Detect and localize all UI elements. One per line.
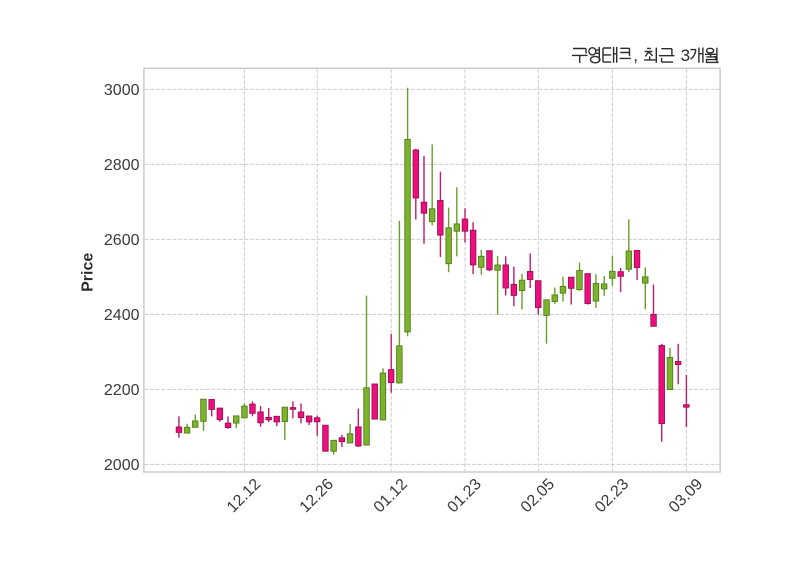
svg-text:Price: Price <box>80 253 97 292</box>
svg-text:2200: 2200 <box>104 382 140 399</box>
svg-text:2800: 2800 <box>104 157 140 174</box>
svg-text:3: 3 <box>681 46 690 65</box>
svg-text:,: , <box>633 46 638 65</box>
svg-text:2600: 2600 <box>104 232 140 249</box>
svg-text:2400: 2400 <box>104 307 140 324</box>
svg-text:2000: 2000 <box>104 457 140 474</box>
svg-text:3000: 3000 <box>104 82 140 99</box>
